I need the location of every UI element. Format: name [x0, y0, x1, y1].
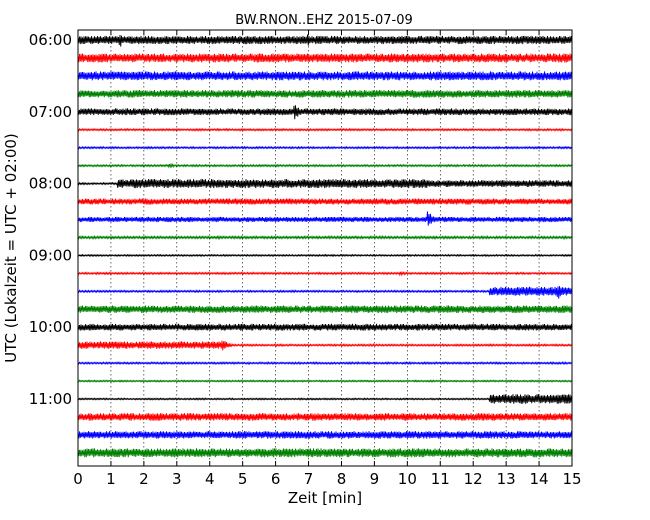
x-tick-label: 3	[172, 470, 182, 488]
x-tick-label: 12	[464, 470, 483, 488]
chart-title: BW.RNON..EHZ 2015-07-09	[235, 13, 413, 28]
x-tick-label: 10	[398, 470, 417, 488]
trace-0945	[77, 305, 572, 314]
y-tick-label: 06:00	[29, 31, 72, 49]
x-tick-label: 15	[562, 470, 581, 488]
x-tick-label: 6	[271, 470, 281, 488]
trace-0715	[77, 127, 572, 132]
trace-1100	[77, 394, 572, 404]
trace-0730	[77, 145, 572, 150]
trace-0645	[77, 90, 572, 98]
x-tick-label: 1	[106, 470, 116, 488]
plot-frame	[77, 29, 573, 467]
y-tick-label: 10:00	[29, 318, 72, 336]
trace-0930	[77, 286, 572, 299]
y-axis: 06:00 07:00 08:00 09:00 10:00 11:00	[29, 31, 572, 408]
trace-0815	[77, 198, 572, 205]
x-tick-label: 5	[238, 470, 248, 488]
grid-lines	[110, 30, 540, 466]
trace-1000	[77, 323, 572, 331]
x-tick-label: 2	[139, 470, 149, 488]
y-tick-label: 07:00	[29, 103, 72, 121]
y-tick-label: 09:00	[29, 246, 72, 264]
x-axis-label: Zeit [min]	[288, 489, 362, 507]
trace-1115	[77, 413, 572, 421]
trace-0845	[77, 234, 572, 240]
x-tick-label: 8	[337, 470, 347, 488]
trace-group	[77, 34, 572, 458]
trace-1145	[77, 448, 572, 458]
x-tick-label: 13	[497, 470, 516, 488]
trace-0900	[77, 253, 572, 258]
trace-1015	[77, 340, 572, 351]
trace-1130	[77, 431, 572, 439]
trace-0615	[77, 53, 572, 63]
x-tick-label: 14	[530, 470, 549, 488]
trace-0830	[77, 211, 572, 226]
y-axis-label: UTC (Lokalzeit = UTC + 02:00)	[2, 133, 20, 363]
trace-0915	[77, 270, 572, 277]
trace-1045	[77, 379, 572, 383]
trace-0630	[77, 71, 572, 81]
trace-0800	[77, 179, 572, 189]
trace-0745	[77, 162, 572, 169]
x-tick-label: 9	[370, 470, 380, 488]
trace-1030	[77, 361, 572, 366]
trace-0700	[77, 105, 572, 120]
x-tick-label: 11	[431, 470, 450, 488]
y-tick-label: 08:00	[29, 175, 72, 193]
x-axis: 0 1 2 3 4 5 6 7 8 9 10 11 12 13 14 15	[73, 30, 582, 488]
x-tick-label: 7	[304, 470, 314, 488]
x-tick-label: 4	[205, 470, 215, 488]
y-tick-label: 11:00	[29, 390, 72, 408]
trace-0600	[77, 34, 572, 47]
x-tick-label: 0	[73, 470, 83, 488]
